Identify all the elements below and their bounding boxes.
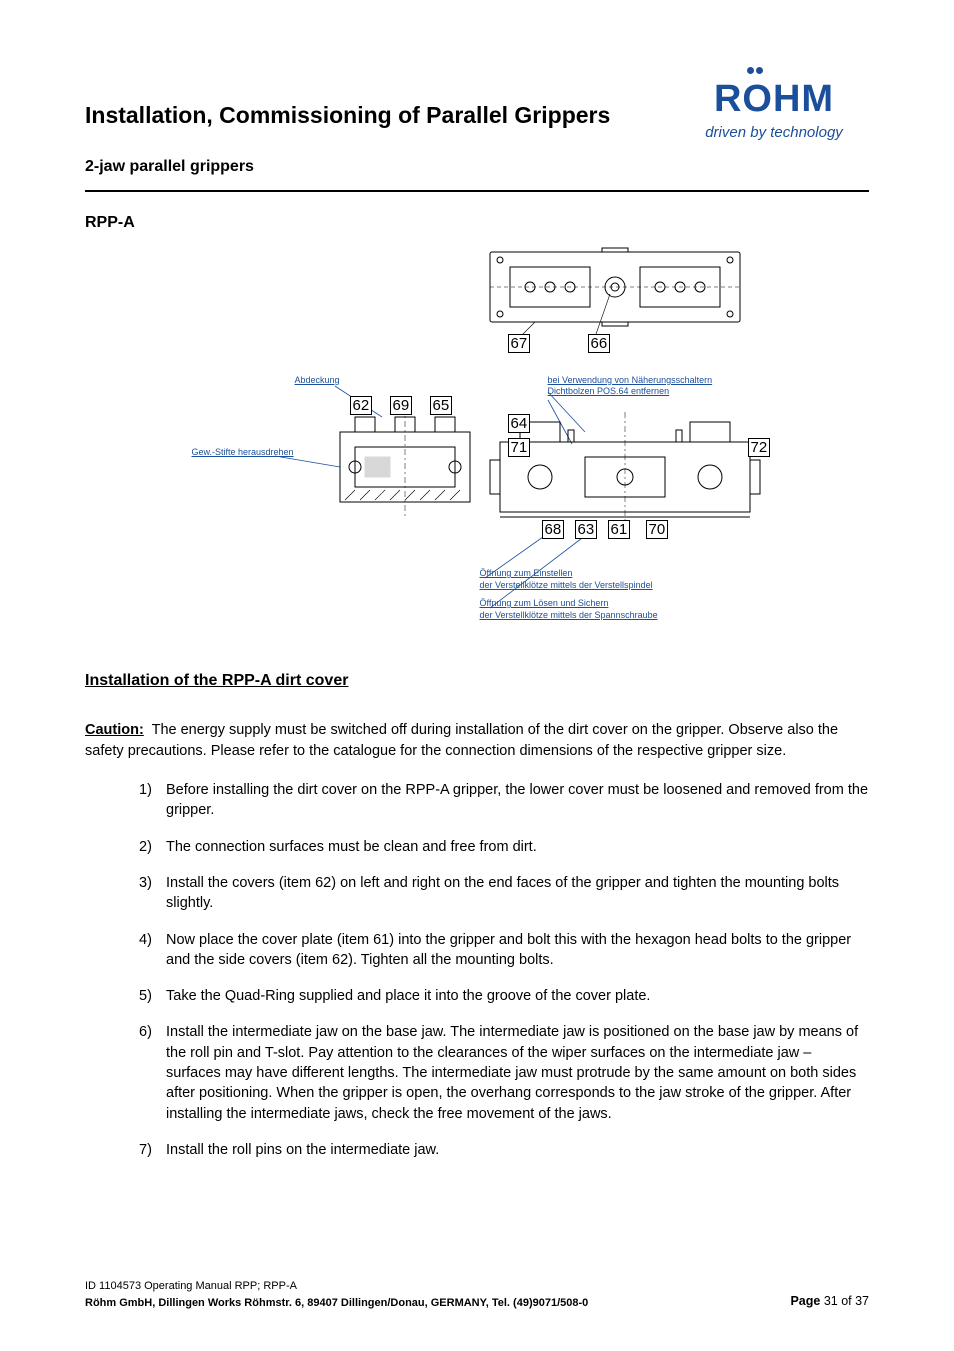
document-subtitle: 2-jaw parallel grippers [85,158,254,176]
step-item: The connection surfaces must be clean an… [160,837,869,857]
document-title: Installation, Commissioning of Parallel … [85,102,610,129]
callout-64: 64 [508,414,531,433]
label-gew-stifte: Gew.-Stifte herausdrehen [192,447,294,458]
callout-61: 61 [608,520,631,539]
caution-label: Caution: [85,722,144,738]
steps-list: Before installing the dirt cover on the … [85,780,869,1160]
callout-70: 70 [646,520,669,539]
logo-slogan: driven by technology [679,124,869,141]
brand-logo: ROHM driven by technology [679,80,869,141]
step-item: Now place the cover plate (item 61) into… [160,930,869,971]
footer-company: Röhm GmbH, Dillingen Works Röhmstr. 6, 8… [85,1295,869,1312]
callout-65: 65 [430,396,453,415]
page-label: Page [790,1294,820,1308]
page-total: 37 [855,1294,869,1308]
footer-doc-id: ID 1104573 Operating Manual RPP; RPP-A [85,1278,869,1295]
step-item: Before installing the dirt cover on the … [160,780,869,821]
label-verwendung: bei Verwendung von Näherungsschaltern Di… [548,375,713,397]
label-oeffnung2a: Öffnung zum Lösen und Sichern [480,598,609,609]
label-abdeckung: Abdeckung [295,375,340,386]
section-heading: Installation of the RPP-A dirt cover [85,672,869,690]
step-item: Take the Quad-Ring supplied and place it… [160,986,869,1006]
callout-68: 68 [542,520,565,539]
caution-block: Caution: The energy supply must be switc… [85,720,869,762]
callout-63: 63 [575,520,598,539]
logo-wordmark: ROHM [679,80,869,118]
page-footer: ID 1104573 Operating Manual RPP; RPP-A R… [85,1278,869,1311]
callout-71: 71 [508,438,531,457]
step-item: Install the intermediate jaw on the base… [160,1022,869,1123]
page-number: Page 31 of 37 [790,1292,869,1311]
callout-69: 69 [390,396,413,415]
callout-67: 67 [508,334,531,353]
technical-diagram: 67 66 62 69 65 64 71 72 68 63 61 70 Abde… [190,242,765,642]
callout-72: 72 [748,438,771,457]
page-current: 31 [824,1294,838,1308]
label-oeffnung2b: der Verstellklötze mittels der Spannschr… [480,610,658,621]
step-item: Install the covers (item 62) on left and… [160,873,869,914]
page-header: Installation, Commissioning of Parallel … [85,80,869,192]
label-oeffnung1b: der Verstellklötze mittels der Verstells… [480,580,653,591]
callout-66: 66 [588,334,611,353]
callout-62: 62 [350,396,373,415]
label-oeffnung1a: Öffnung zum Einstellen [480,568,573,579]
diagram-svg [190,242,765,642]
model-label: RPP-A [85,214,869,232]
step-item: Install the roll pins on the intermediat… [160,1140,869,1160]
caution-text: The energy supply must be switched off d… [85,722,838,759]
